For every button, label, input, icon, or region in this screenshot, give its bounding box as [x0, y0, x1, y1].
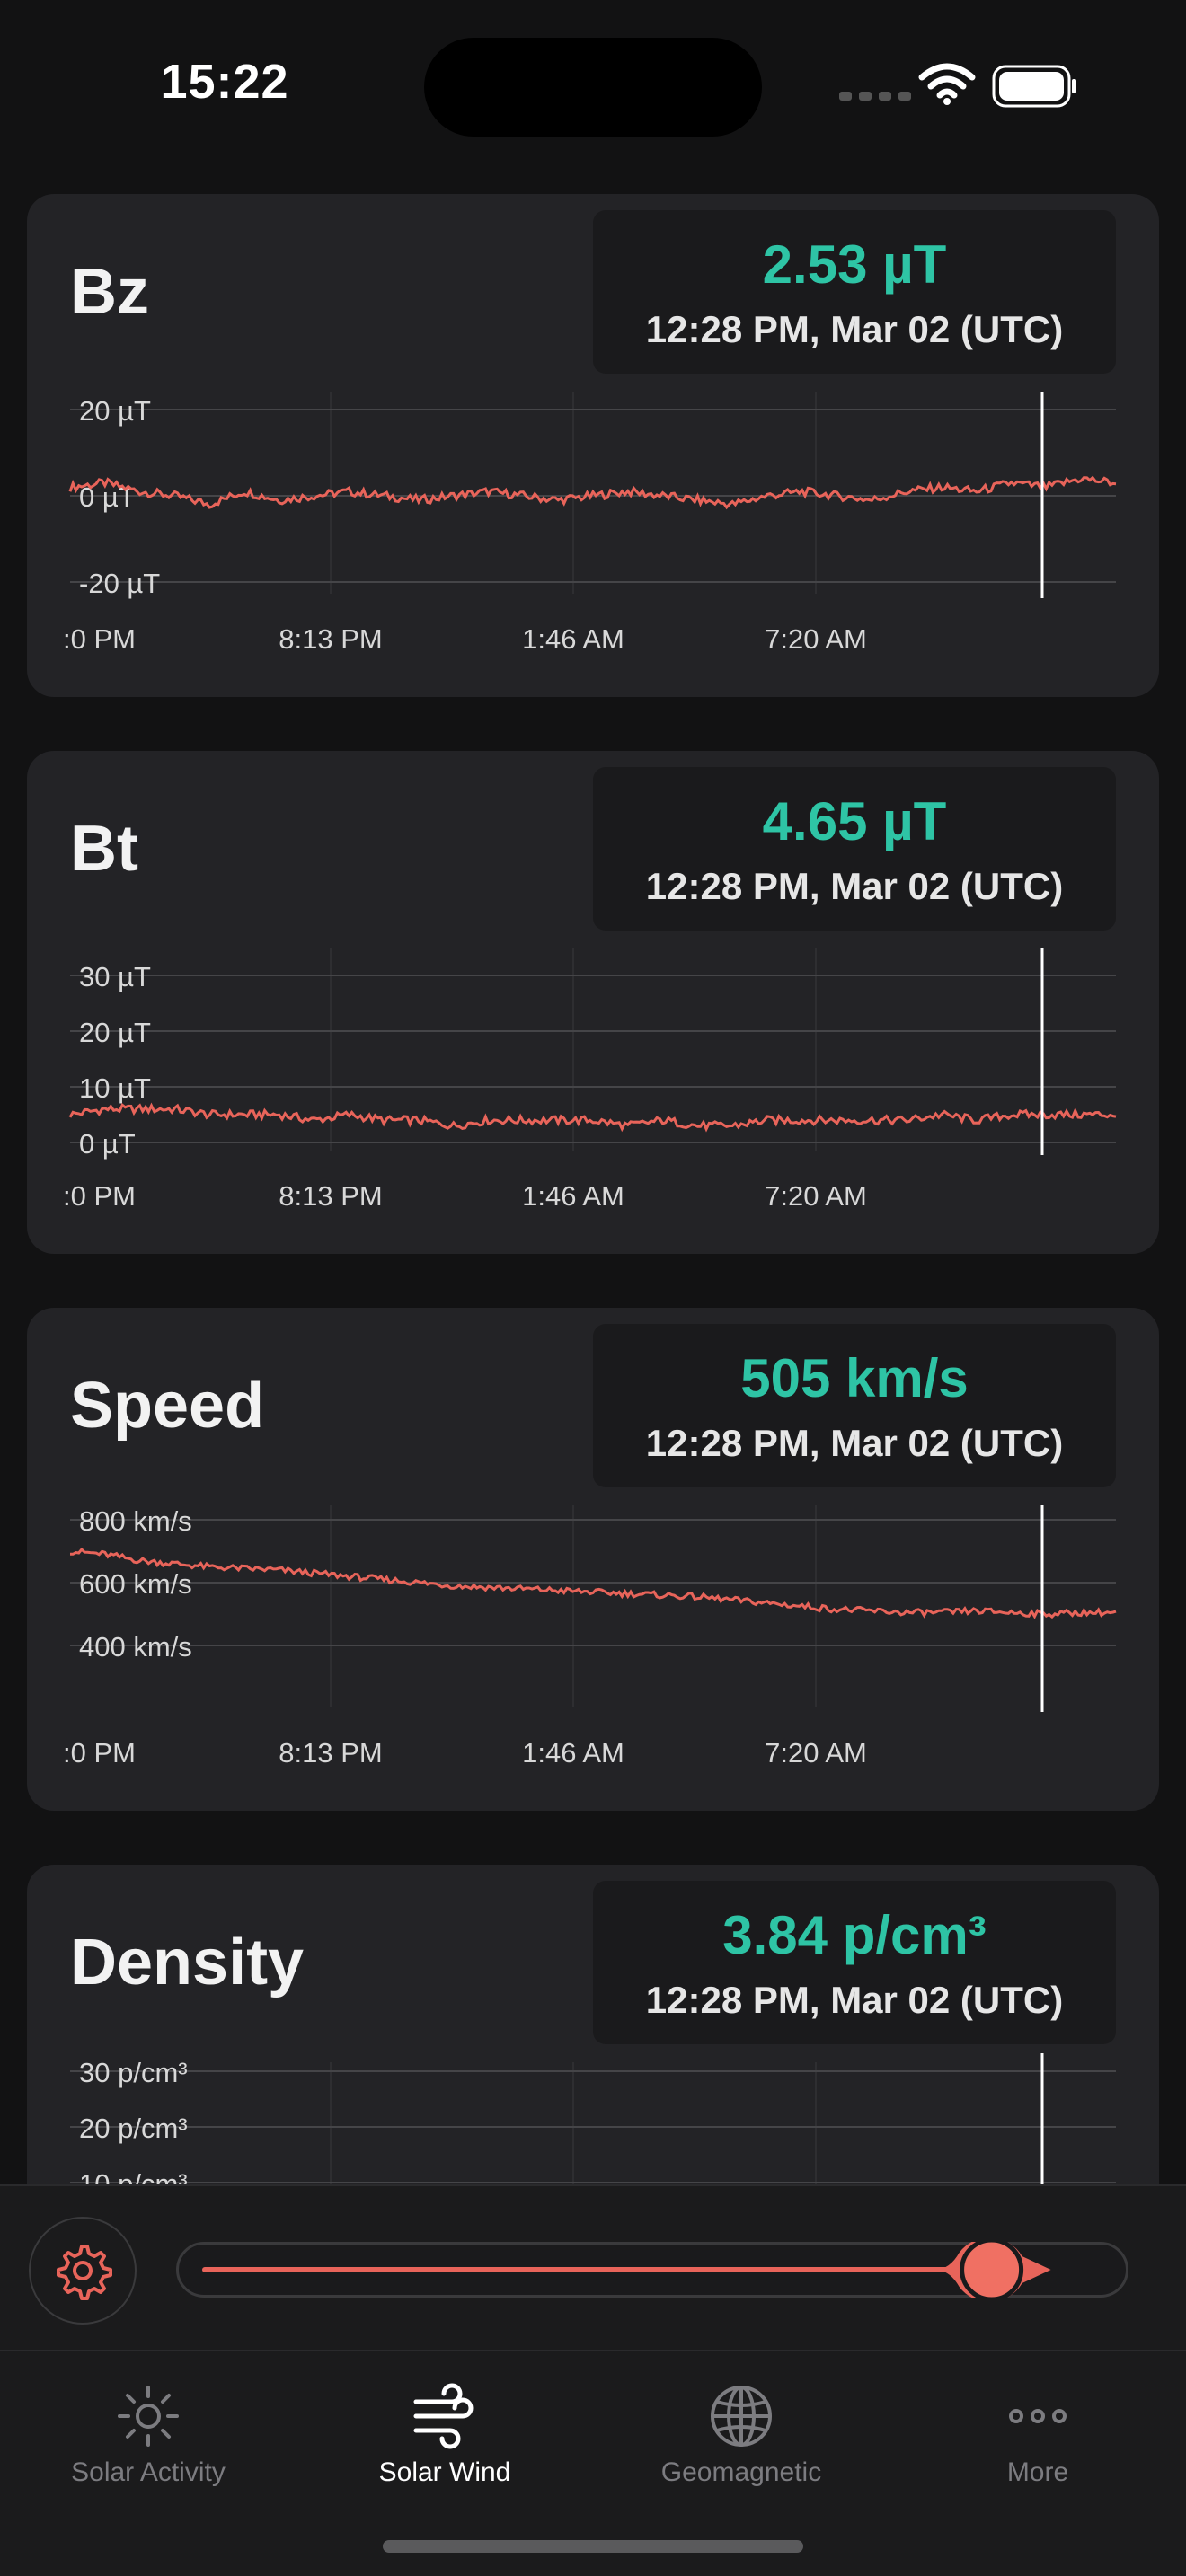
bz-chart[interactable]: 20 µT 0 µT -20 µT :0 PM 8:13 PM 1:46 AM … [27, 374, 1159, 697]
y-tick-label: 30 µT [79, 961, 151, 992]
bz-series-line [68, 475, 1117, 510]
x-tick-label: 1:46 AM [522, 1737, 624, 1769]
y-tick-label: 10 µT [79, 1072, 151, 1104]
y-tick-label: 20 p/cm³ [79, 2113, 188, 2144]
readout-value: 3.84 p/cm³ [722, 1905, 987, 1965]
settings-button[interactable] [29, 2217, 137, 2325]
y-tick-label: 600 km/s [79, 1568, 192, 1600]
readout-timestamp: 12:28 PM, Mar 02 (UTC) [645, 1979, 1064, 2021]
tab-solar-wind[interactable]: Solar Wind [296, 2371, 593, 2497]
y-tick-label: 20 µT [79, 1017, 151, 1048]
readout-timestamp: 12:28 PM, Mar 02 (UTC) [645, 1422, 1064, 1464]
readout-panel: 2.53 µT 12:28 PM, Mar 02 (UTC) [593, 210, 1116, 374]
gear-icon [57, 2245, 112, 2300]
tab-label: Solar Activity [71, 2457, 226, 2487]
x-tick-label: 1:46 AM [522, 623, 624, 655]
slider-thumb [935, 2242, 1051, 2298]
tab-label: Solar Wind [378, 2457, 511, 2487]
dynamic-island [424, 38, 762, 137]
tab-more[interactable]: More [890, 2371, 1186, 2497]
readout-value: 505 km/s [740, 1348, 969, 1408]
card-title: Speed [70, 1370, 265, 1442]
card-title: Density [70, 1927, 305, 1998]
x-tick-label: 7:20 AM [765, 623, 867, 655]
readout-panel: 505 km/s 12:28 PM, Mar 02 (UTC) [593, 1324, 1116, 1487]
card-title: Bt [70, 813, 138, 885]
readout-panel: 4.65 µT 12:28 PM, Mar 02 (UTC) [593, 767, 1116, 931]
y-tick-label: 400 km/s [79, 1631, 192, 1663]
tab-bar: Solar Activity Solar Wind Geomagnetic [0, 2350, 1186, 2576]
x-tick-label: :0 PM [63, 1180, 136, 1212]
time-slider[interactable] [176, 2242, 1128, 2298]
wifi-icon [918, 63, 976, 105]
speed-card[interactable]: Speed 505 km/s 12:28 PM, Mar 02 (UTC) 80… [27, 1308, 1159, 1811]
ellipsis-icon [1009, 2409, 1067, 2423]
x-tick-label: 7:20 AM [765, 1180, 867, 1212]
slider-track [202, 2242, 1051, 2298]
readout-timestamp: 12:28 PM, Mar 02 (UTC) [645, 865, 1064, 907]
x-tick-label: 8:13 PM [279, 1737, 382, 1769]
x-tick-label: 8:13 PM [279, 623, 382, 655]
y-tick-label: 30 p/cm³ [79, 2057, 188, 2088]
speed-series-line [70, 1547, 1117, 1619]
bt-chart[interactable]: 30 µT 20 µT 10 µT 0 µT :0 PM 8:13 PM 1:4… [27, 931, 1159, 1254]
x-tick-label: 1:46 AM [522, 1180, 624, 1212]
readout-timestamp: 12:28 PM, Mar 02 (UTC) [645, 308, 1064, 350]
card-title: Bz [70, 256, 149, 328]
sun-icon [118, 2386, 179, 2447]
wind-icon [413, 2383, 474, 2449]
y-tick-label: 800 km/s [79, 1505, 192, 1537]
x-tick-label: 8:13 PM [279, 1180, 382, 1212]
y-tick-label: 20 µT [79, 395, 151, 427]
status-bar: 15:22 [0, 0, 1186, 171]
tab-geomagnetic[interactable]: Geomagnetic [593, 2371, 890, 2497]
x-tick-label: 7:20 AM [765, 1737, 867, 1769]
y-tick-label: -20 µT [79, 568, 160, 599]
x-tick-label: :0 PM [63, 623, 136, 655]
bz-card[interactable]: Bz 2.53 µT 12:28 PM, Mar 02 (UTC) 20 µT … [27, 194, 1159, 697]
tab-label: Geomagnetic [660, 2457, 822, 2487]
globe-icon [711, 2386, 772, 2447]
readout-panel: 3.84 p/cm³ 12:28 PM, Mar 02 (UTC) [593, 1881, 1116, 2044]
tab-label: More [1006, 2457, 1069, 2487]
status-time: 15:22 [160, 55, 289, 109]
cellular-signal-icon [839, 92, 911, 101]
home-indicator [383, 2540, 803, 2553]
speed-chart[interactable]: 800 km/s 600 km/s 400 km/s :0 PM 8:13 PM… [27, 1487, 1159, 1811]
tab-solar-activity[interactable]: Solar Activity [0, 2371, 296, 2497]
x-tick-label: :0 PM [63, 1737, 136, 1769]
bt-card[interactable]: Bt 4.65 µT 12:28 PM, Mar 02 (UTC) 30 µT … [27, 751, 1159, 1254]
bt-series-line [68, 1102, 1117, 1133]
readout-value: 2.53 µT [762, 234, 947, 295]
y-tick-label: 0 µT [79, 1128, 136, 1160]
battery-icon [992, 65, 1076, 108]
time-control-bar [0, 2184, 1186, 2350]
readout-value: 4.65 µT [762, 791, 947, 851]
